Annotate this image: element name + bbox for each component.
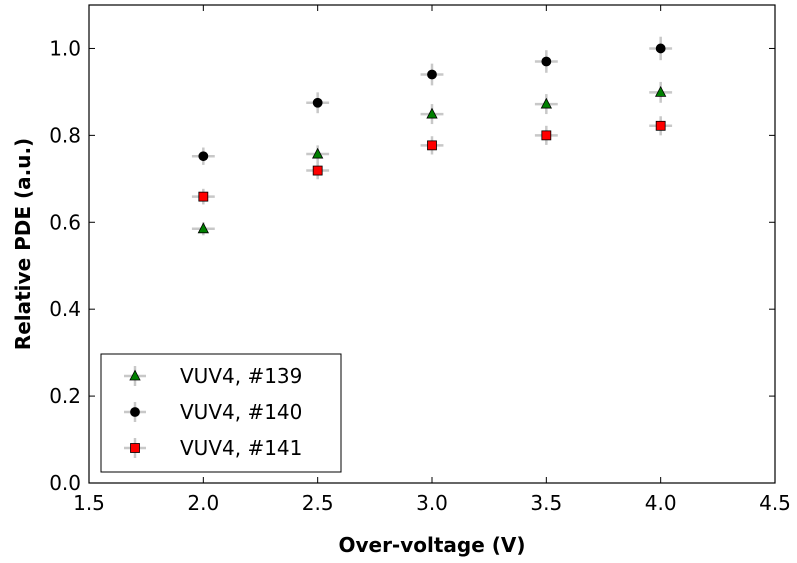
y-tick-label: 0.0 [49, 471, 81, 495]
data-point [312, 97, 323, 108]
y-tick-label: 0.4 [49, 297, 81, 321]
y-axis-title: Relative PDE (a.u.) [11, 138, 35, 350]
data-point [540, 97, 552, 109]
legend: VUV4, #139 VUV4, #140 VUV4, #141 [100, 353, 342, 473]
y-axis: 0.0 0.2 0.4 0.6 0.8 1.0 [49, 36, 775, 495]
data-point [198, 151, 209, 162]
series-3 [191, 116, 673, 205]
plot-frame [88, 4, 776, 484]
legend-label: VUV4, #141 [180, 436, 302, 460]
legend-marker [130, 407, 140, 417]
y-tick-label: 0.6 [49, 210, 81, 234]
data-point [312, 165, 323, 176]
y-tick-label: 1.0 [49, 36, 81, 60]
data-series [191, 36, 673, 236]
x-tick-label: 4.5 [759, 491, 791, 515]
data-point [197, 222, 209, 234]
data-point [541, 56, 552, 67]
y-tick-label: 0.8 [49, 123, 81, 147]
data-point [655, 120, 666, 131]
legend-label: VUV4, #140 [180, 400, 302, 424]
data-point [198, 191, 209, 202]
data-point [655, 85, 667, 97]
data-point [655, 43, 666, 54]
data-point [312, 147, 324, 159]
x-tick-label: 2.0 [187, 491, 219, 515]
x-tick-label: 3.0 [416, 491, 448, 515]
x-axis-title: Over-voltage (V) [338, 533, 525, 557]
legend-marker [129, 369, 141, 381]
legend-label: VUV4, #139 [180, 364, 302, 388]
x-tick-label: 3.5 [530, 491, 562, 515]
series-2 [191, 36, 673, 165]
data-point [426, 107, 438, 119]
series-1 [191, 81, 673, 236]
x-tick-label: 4.0 [645, 491, 677, 515]
data-point [427, 69, 437, 80]
y-tick-label: 0.2 [49, 384, 81, 408]
data-point [541, 130, 552, 141]
x-tick-label: 1.5 [73, 491, 105, 515]
x-axis: 1.5 2.0 2.5 3.0 3.5 4.0 4.5 [73, 5, 791, 515]
data-point [427, 140, 437, 151]
x-tick-label: 2.5 [302, 491, 334, 515]
legend-marker [130, 443, 140, 453]
